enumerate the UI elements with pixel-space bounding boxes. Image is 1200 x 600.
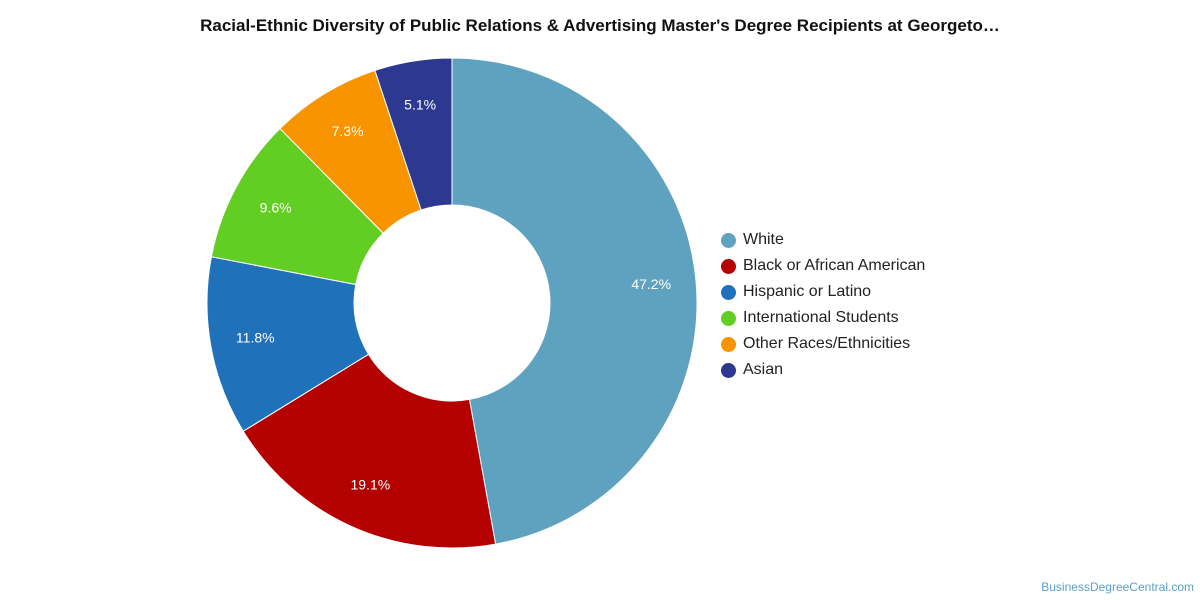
slice-asian[interactable] — [374, 57, 453, 211]
legend-label-other-races-ethnicities: Other Races/Ethnicities — [743, 335, 911, 352]
slice-label-hispanic-or-latino: 11.8% — [236, 330, 275, 346]
legend-swatch-black-or-african-american — [721, 258, 736, 274]
chart-legend: White Black or African American Hispanic o… — [721, 227, 925, 383]
slice-label-white: 47.2% — [631, 276, 671, 292]
slice-black-or-african-american[interactable] — [242, 353, 497, 549]
slice-label-asian: 5.1% — [404, 96, 436, 112]
legend-swatch-other-races-ethnicities — [721, 336, 736, 352]
slice-label-black-or-african-american: 19.1% — [350, 476, 390, 492]
slice-labels-group: 47.2% 19.1% 11.8% 9.6% 7.3% 5.1% — [236, 96, 671, 492]
legend-swatch-hispanic-or-latino — [721, 284, 736, 300]
slices-group — [206, 57, 698, 549]
legend-label-asian: Asian — [743, 361, 784, 378]
legend-item-hispanic-or-latino[interactable]: Hispanic or Latino — [721, 279, 925, 305]
legend-item-international-students[interactable]: International Students — [721, 305, 925, 331]
slice-label-international-students: 9.6% — [260, 199, 292, 215]
legend-item-other-races-ethnicities[interactable]: Other Races/Ethnicities — [721, 331, 925, 357]
legend-item-white[interactable]: White — [721, 227, 925, 253]
slice-label-other-races-ethnicities: 7.3% — [332, 123, 364, 139]
legend-label-hispanic-or-latino: Hispanic or Latino — [743, 283, 872, 300]
legend-swatch-white — [721, 232, 736, 248]
legend-label-black-or-african-american: Black or African American — [743, 257, 926, 274]
legend-swatch-asian — [721, 362, 736, 378]
legend-item-black-or-african-american[interactable]: Black or African American — [721, 253, 925, 279]
slice-white[interactable] — [451, 57, 698, 545]
slice-hispanic-or-latino[interactable] — [206, 256, 370, 432]
legend-label-white: White — [743, 231, 784, 248]
legend-swatch-international-students — [721, 310, 736, 326]
legend-label-international-students: International Students — [743, 309, 899, 326]
legend-item-asian[interactable]: Asian — [721, 357, 925, 383]
source-credit[interactable]: BusinessDegreeCentral.com — [1041, 580, 1194, 594]
chart-title: Racial-Ethnic Diversity of Public Relati… — [200, 16, 1000, 35]
